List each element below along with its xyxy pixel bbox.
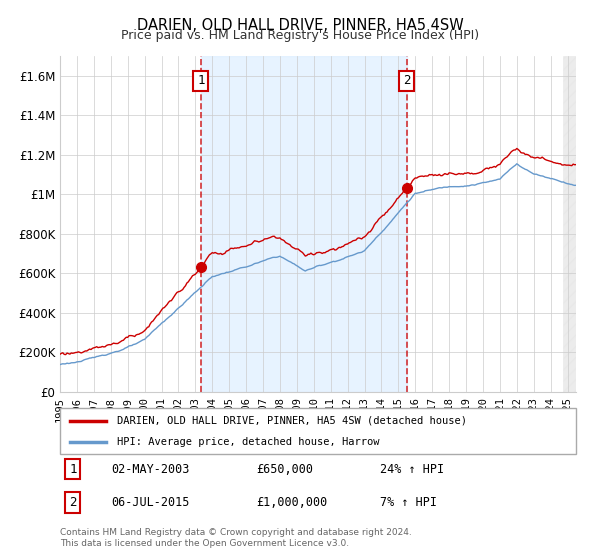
Text: 06-JUL-2015: 06-JUL-2015 <box>112 496 190 509</box>
Text: This data is licensed under the Open Government Licence v3.0.: This data is licensed under the Open Gov… <box>60 539 349 548</box>
Bar <box>201 56 407 392</box>
Text: 2: 2 <box>403 74 410 87</box>
Text: 7% ↑ HPI: 7% ↑ HPI <box>380 496 437 509</box>
Text: 1: 1 <box>69 463 77 475</box>
Text: Contains HM Land Registry data © Crown copyright and database right 2024.: Contains HM Land Registry data © Crown c… <box>60 528 412 536</box>
Text: Price paid vs. HM Land Registry's House Price Index (HPI): Price paid vs. HM Land Registry's House … <box>121 29 479 42</box>
Text: £1,000,000: £1,000,000 <box>256 496 328 509</box>
Bar <box>563 56 576 392</box>
Text: 24% ↑ HPI: 24% ↑ HPI <box>380 463 444 475</box>
Text: 1: 1 <box>197 74 205 87</box>
Text: DARIEN, OLD HALL DRIVE, PINNER, HA5 4SW: DARIEN, OLD HALL DRIVE, PINNER, HA5 4SW <box>137 18 463 33</box>
Text: HPI: Average price, detached house, Harrow: HPI: Average price, detached house, Harr… <box>117 437 379 447</box>
Text: 2: 2 <box>69 496 77 509</box>
FancyBboxPatch shape <box>60 408 576 454</box>
Text: 02-MAY-2003: 02-MAY-2003 <box>112 463 190 475</box>
Text: DARIEN, OLD HALL DRIVE, PINNER, HA5 4SW (detached house): DARIEN, OLD HALL DRIVE, PINNER, HA5 4SW … <box>117 416 467 426</box>
Text: £650,000: £650,000 <box>256 463 313 475</box>
